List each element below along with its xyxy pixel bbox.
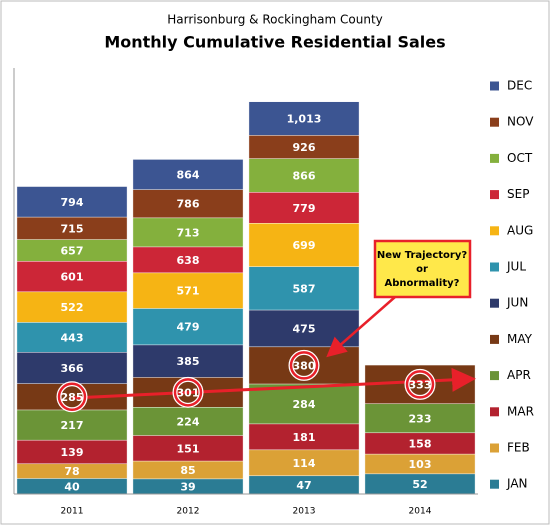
legend-label: JUL — [506, 260, 526, 274]
trend-arrow — [71, 367, 476, 400]
value-label: 657 — [61, 244, 84, 257]
legend-swatch — [490, 153, 499, 163]
value-label: 522 — [61, 301, 84, 314]
value-label: 114 — [293, 457, 316, 470]
value-label: 699 — [293, 239, 316, 252]
value-label: 587 — [293, 282, 316, 295]
legend-label: DEC — [507, 79, 532, 93]
value-label: 139 — [61, 446, 84, 459]
value-label: 1,013 — [287, 113, 322, 126]
value-label: 385 — [177, 355, 200, 368]
x-tick-label: 2013 — [293, 507, 316, 517]
value-label: 181 — [293, 431, 316, 444]
x-tick-label: 2012 — [177, 507, 200, 517]
value-label: 866 — [293, 169, 316, 182]
chart-title: Monthly Cumulative Residential Sales — [104, 33, 445, 52]
value-label: 479 — [177, 321, 200, 334]
chart-subtitle: Harrisonburg & Rockingham County — [167, 13, 383, 27]
callout-text: New Trajectory? — [377, 250, 468, 261]
legend-swatch — [490, 479, 499, 489]
value-label: 233 — [409, 412, 432, 425]
callout-arrow — [326, 296, 396, 358]
callout-box — [373, 239, 472, 299]
legend-swatch — [490, 117, 499, 127]
value-label: 366 — [61, 362, 84, 375]
value-label: 713 — [177, 226, 200, 239]
plot-area: 2011 2012 2013 2014 40 39 47 52 78 85 114 103 139 151… — [16, 101, 476, 517]
legend-swatch — [490, 262, 499, 272]
x-tick-label: 2014 — [409, 507, 432, 517]
value-label: 284 — [293, 398, 316, 411]
value-label: 158 — [409, 437, 432, 450]
value-label: 85 — [180, 464, 195, 477]
value-label: 380 — [293, 359, 316, 372]
value-label: 715 — [61, 222, 84, 235]
value-label: 78 — [64, 465, 79, 478]
value-label: 571 — [177, 285, 200, 298]
legend-label: MAY — [507, 332, 533, 346]
legend-swatch — [490, 81, 499, 91]
value-label: 443 — [61, 331, 84, 344]
value-label: 217 — [61, 419, 84, 432]
value-label: 301 — [177, 386, 200, 399]
value-label: 151 — [177, 442, 200, 455]
legend-swatch — [490, 190, 499, 200]
callout-text: or — [416, 264, 428, 275]
value-label: 224 — [177, 415, 200, 428]
legend-label: SEP — [507, 187, 529, 201]
legend-swatch — [490, 334, 499, 344]
value-label: 638 — [177, 254, 200, 267]
legend-label: MAR — [507, 404, 534, 418]
value-label: 40 — [64, 480, 80, 493]
callout-text: Abnormality? — [385, 278, 460, 289]
value-label: 333 — [409, 378, 432, 391]
legend-label: APR — [507, 368, 531, 382]
value-label: 47 — [296, 479, 311, 492]
annotations: New Trajectory? or Abnormality? 285 301 38… — [56, 239, 476, 413]
legend-label: FEB — [507, 441, 530, 455]
value-label: 779 — [293, 202, 316, 215]
legend-swatch — [490, 407, 499, 417]
value-label: 475 — [293, 322, 316, 335]
value-label: 786 — [177, 198, 200, 211]
value-label: 794 — [61, 196, 84, 209]
value-label: 285 — [61, 391, 84, 404]
highlight-ring — [57, 382, 87, 412]
highlight-ring — [289, 351, 319, 380]
highlight-ring — [405, 370, 435, 399]
value-label: 864 — [177, 169, 200, 182]
legend-swatch — [490, 443, 499, 453]
x-tick-label: 2011 — [61, 507, 84, 517]
legend-label: JUN — [506, 296, 528, 310]
value-label: 926 — [293, 141, 316, 154]
legend-swatch — [490, 298, 499, 308]
value-label: 103 — [409, 458, 432, 471]
legend-swatch — [490, 226, 499, 236]
value-label: 601 — [61, 271, 84, 284]
value-label: 39 — [180, 480, 195, 493]
legend-swatch — [490, 371, 499, 381]
legend-label: NOV — [507, 115, 534, 129]
legend-label: JAN — [506, 477, 528, 491]
legend-label: OCT — [507, 151, 533, 165]
legend-label: AUG — [507, 223, 533, 237]
highlight-ring — [173, 378, 203, 407]
value-label: 52 — [412, 478, 427, 491]
